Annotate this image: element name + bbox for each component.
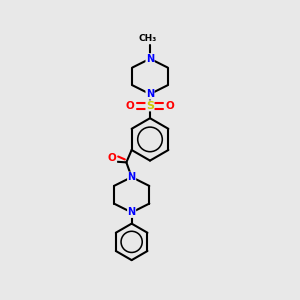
Text: O: O: [108, 153, 117, 163]
Text: N: N: [146, 89, 154, 99]
Text: S: S: [146, 101, 154, 111]
Text: O: O: [126, 101, 135, 111]
Text: N: N: [128, 207, 136, 218]
Text: N: N: [146, 54, 154, 64]
Text: N: N: [128, 172, 136, 182]
Text: O: O: [165, 101, 174, 111]
Text: CH₃: CH₃: [139, 34, 157, 43]
